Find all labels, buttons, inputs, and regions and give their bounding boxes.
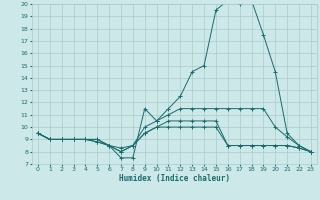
X-axis label: Humidex (Indice chaleur): Humidex (Indice chaleur): [119, 174, 230, 183]
